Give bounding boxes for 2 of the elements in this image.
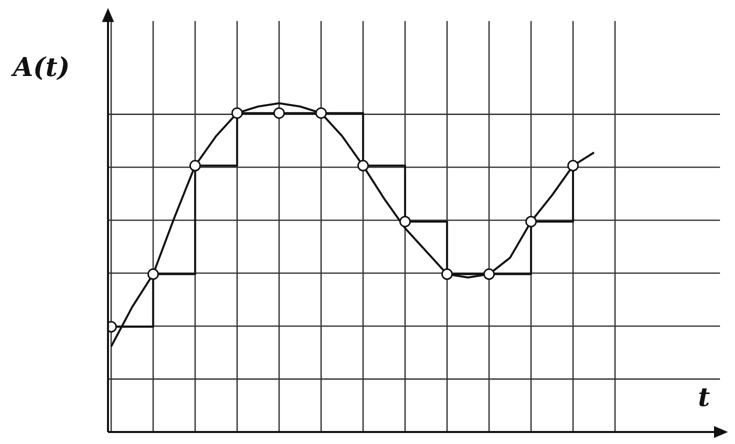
y-axis-title: A(t): [10, 53, 70, 83]
x-axis-title: t: [698, 383, 710, 413]
